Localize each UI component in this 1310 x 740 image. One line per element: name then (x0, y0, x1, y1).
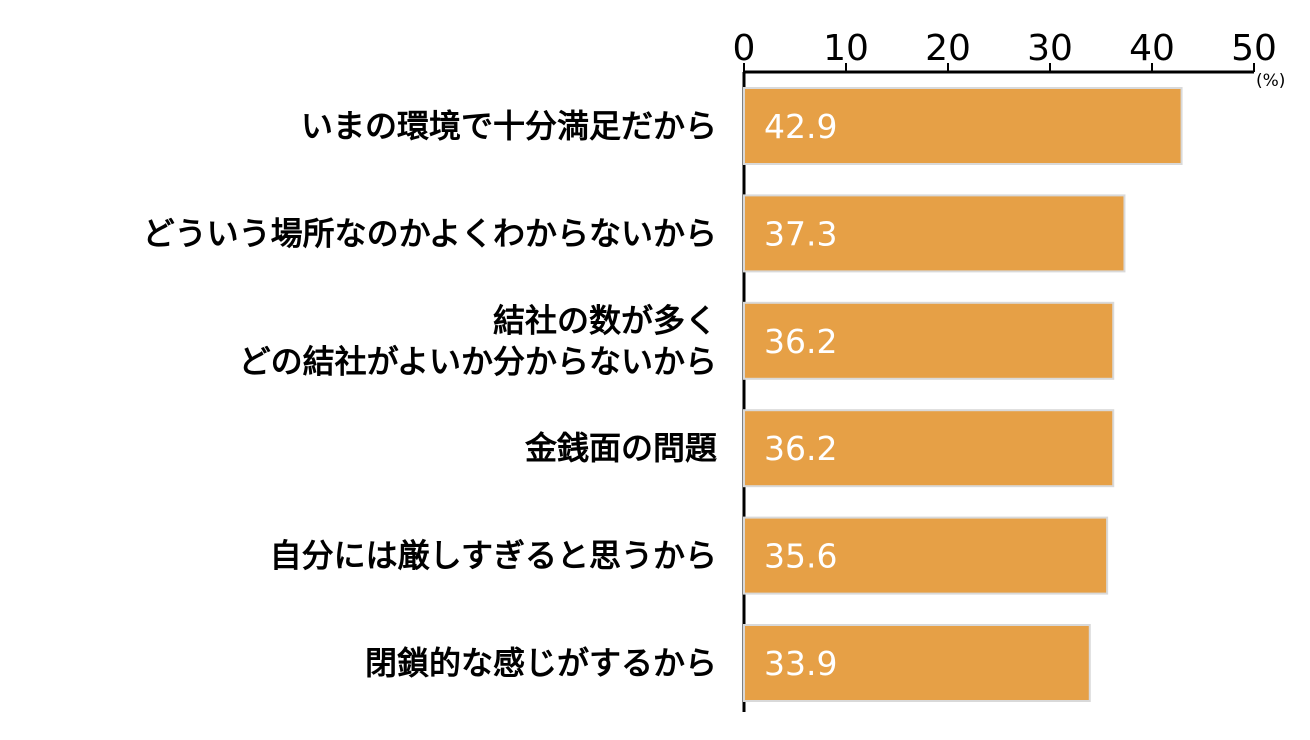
bar (743, 624, 1091, 702)
value-label: 33.9 (764, 644, 837, 683)
category-label: どの結社がよいか分からないから (239, 342, 717, 380)
x-tick-label: 40 (1129, 28, 1175, 69)
value-label: 35.6 (764, 537, 837, 576)
x-tick-label: 30 (1027, 28, 1073, 69)
value-label: 37.3 (764, 214, 837, 253)
value-label: 42.9 (764, 107, 837, 146)
value-label: 36.2 (764, 322, 837, 361)
value-label: 36.2 (764, 429, 837, 468)
category-label: 閉鎖的な感じがするから (365, 644, 717, 682)
category-label: 金銭面の問題 (524, 429, 717, 467)
x-tick-label: 50 (1231, 28, 1277, 69)
unit-label: (%) (1256, 71, 1285, 91)
x-tick-label: 0 (733, 28, 756, 69)
bar (743, 194, 1126, 273)
x-tick-label: 20 (925, 28, 971, 69)
category-label: 結社の数が多く (493, 301, 717, 339)
bar (743, 516, 1109, 595)
bar (743, 409, 1115, 488)
bar (743, 87, 1183, 165)
bar (743, 301, 1115, 380)
category-label: 自分には厳しすぎると思うから (270, 537, 717, 575)
x-tick-label: 10 (823, 28, 869, 69)
category-label: どういう場所なのかよくわからないから (143, 214, 717, 252)
category-label: いまの環境で十分満足だから (301, 107, 717, 145)
